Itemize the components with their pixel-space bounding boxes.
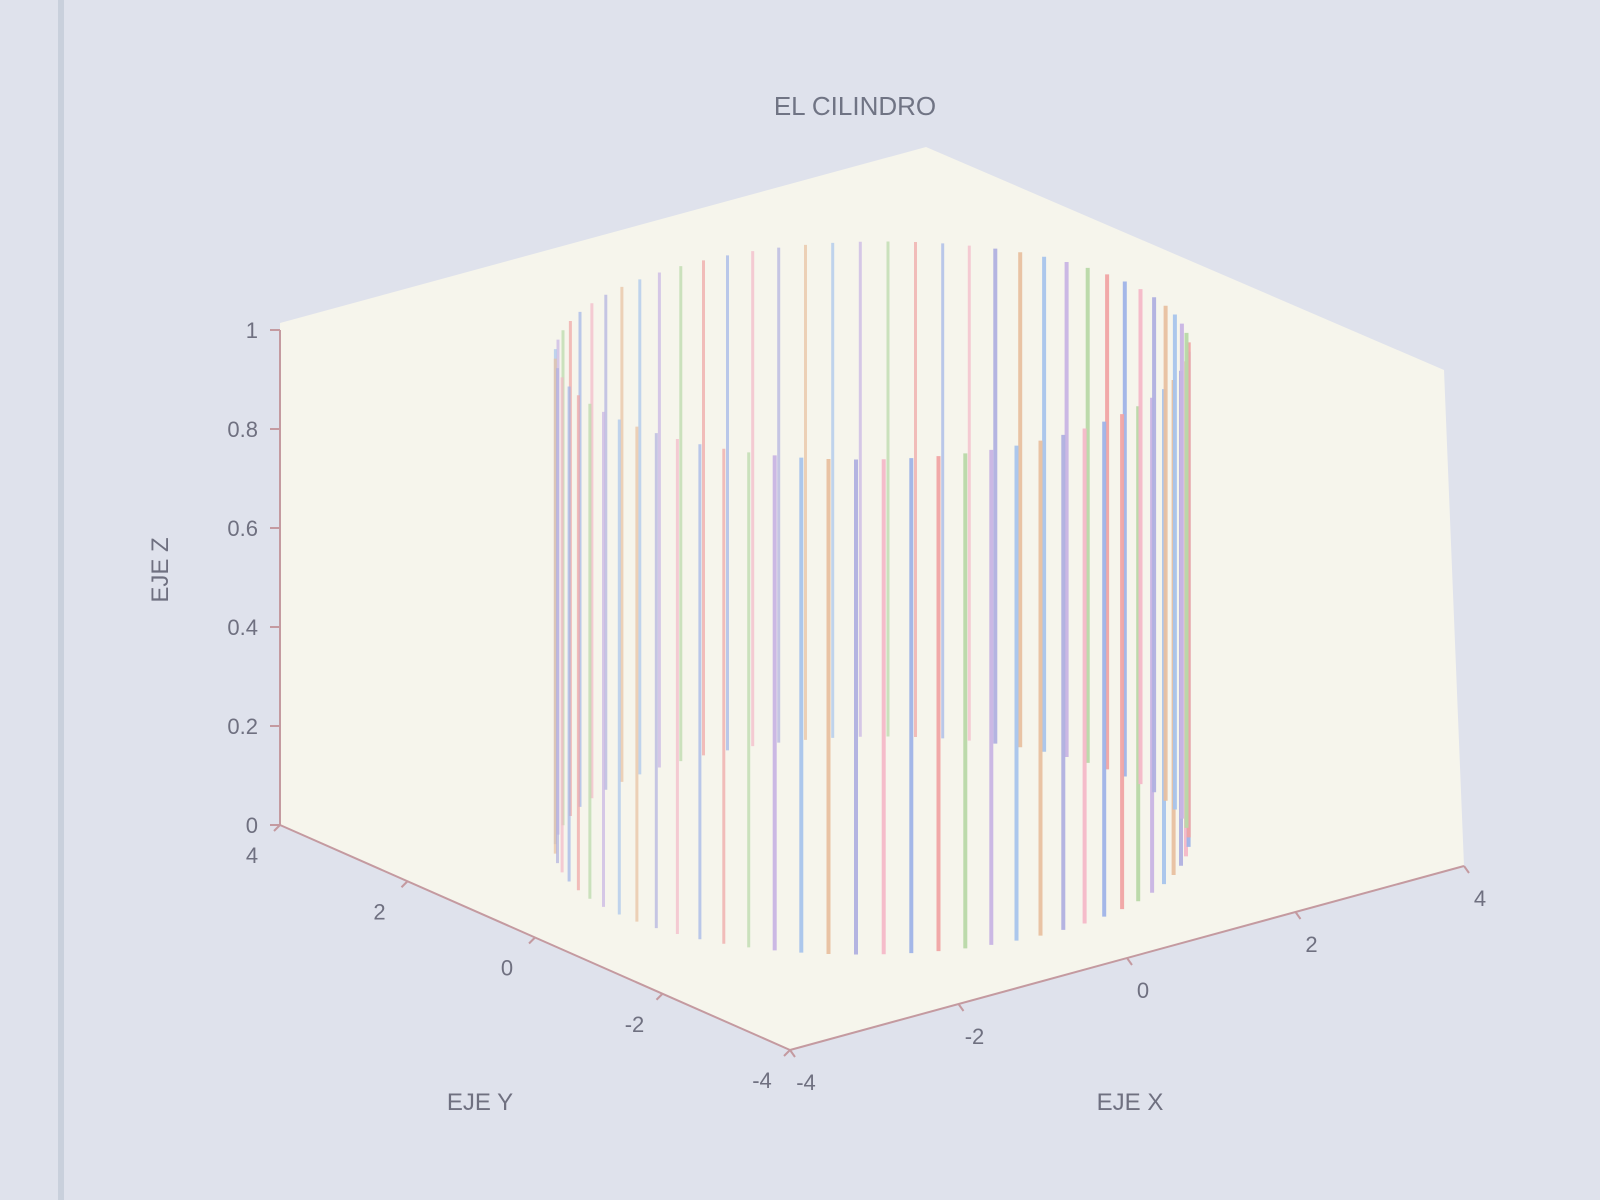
left-frame-border (58, 0, 64, 1200)
cylinder-lines-back (553, 241, 971, 948)
x-tick-mark (957, 1003, 965, 1012)
z-tick-label: 0.4 (227, 615, 258, 640)
x-tick-label: 2 (1305, 932, 1317, 957)
y-tick-label: 2 (373, 899, 385, 924)
y-tick-mark (400, 880, 409, 888)
y-tick-label: -4 (752, 1068, 772, 1093)
x-tick-label: -2 (965, 1024, 985, 1049)
x-axis-label: EJE X (1097, 1089, 1164, 1116)
axes-box (280, 147, 1464, 1050)
x-tick-mark (1126, 957, 1133, 966)
z-tick-label: 0.8 (227, 417, 258, 442)
x-tick-label: -4 (796, 1070, 816, 1095)
y-tick-label: 4 (246, 843, 258, 868)
y-tick-mark (783, 1049, 791, 1057)
z-tick-label: 0 (246, 813, 258, 838)
z-tick-label: 0.2 (227, 714, 258, 739)
x-tick-label: 4 (1474, 886, 1486, 911)
y-tick-mark (528, 936, 536, 945)
cylinder-lines-front (772, 248, 1191, 955)
z-tick-label: 0.6 (227, 516, 258, 541)
x-tick-mark (789, 1049, 796, 1058)
x-tick-mark (1294, 911, 1302, 920)
chart-title: EL CILINDRO (774, 91, 936, 121)
axis-ticks: -4 -2 0 2 4 -4 -2 0 2 4 0 0.2 0.4 0.6 0.8 1 (227, 318, 1486, 1095)
y-tick-mark (655, 993, 664, 1001)
x-tick-label: 0 (1137, 978, 1149, 1003)
z-tick-label: 1 (246, 318, 258, 343)
x-tick-mark (1463, 865, 1470, 874)
z-axis-label: EJE Z (147, 537, 174, 602)
y-tick-label: 0 (501, 956, 513, 981)
y-tick-label: -2 (625, 1012, 645, 1037)
y-axis-label: EJE Y (447, 1089, 513, 1116)
